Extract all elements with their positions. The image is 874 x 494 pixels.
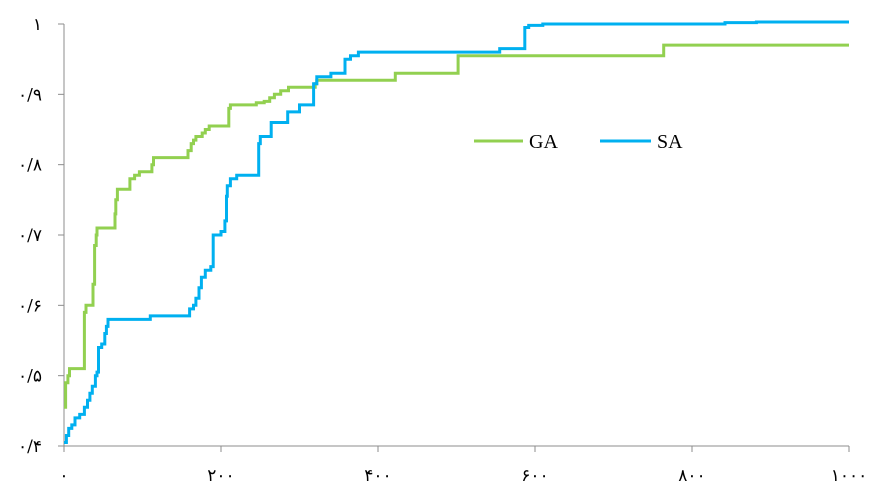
legend-label-ga: GA bbox=[529, 131, 558, 153]
x-tick-label: ۸۰۰ bbox=[678, 466, 705, 486]
x-tick-label: ۱۰۰۰ bbox=[831, 466, 868, 486]
x-tick-label: ۰ bbox=[59, 466, 68, 486]
y-tick-label: ۰/۵ bbox=[18, 367, 42, 387]
chart-series-layer bbox=[64, 20, 849, 444]
x-tick-label: ۶۰۰ bbox=[521, 466, 548, 486]
y-tick-label: ۰/۶ bbox=[18, 296, 42, 316]
y-tick-label: ۱ bbox=[33, 15, 42, 35]
chart-legend: GA SA bbox=[474, 131, 683, 153]
series-line-sa bbox=[64, 20, 849, 444]
chart-axes: ۰/۴ ۰/۵ ۰/۶ ۰/۷ ۰/۸ ۰/۹ ۱ ۰ ۲۰۰ ۴۰۰ ۶۰۰ ۸۰۰ ۱۰۰۰ bbox=[18, 15, 867, 486]
y-tick-label: ۰/۹ bbox=[18, 85, 42, 105]
y-tick-label: ۰/۸ bbox=[18, 156, 42, 176]
x-tick-label: ۴۰۰ bbox=[364, 466, 391, 486]
legend-label-sa: SA bbox=[657, 131, 683, 153]
series-line-ga bbox=[64, 43, 849, 409]
x-tick-label: ۲۰۰ bbox=[207, 466, 234, 486]
y-tick-label: ۰/۴ bbox=[18, 437, 42, 457]
y-tick-label: ۰/۷ bbox=[18, 226, 42, 246]
